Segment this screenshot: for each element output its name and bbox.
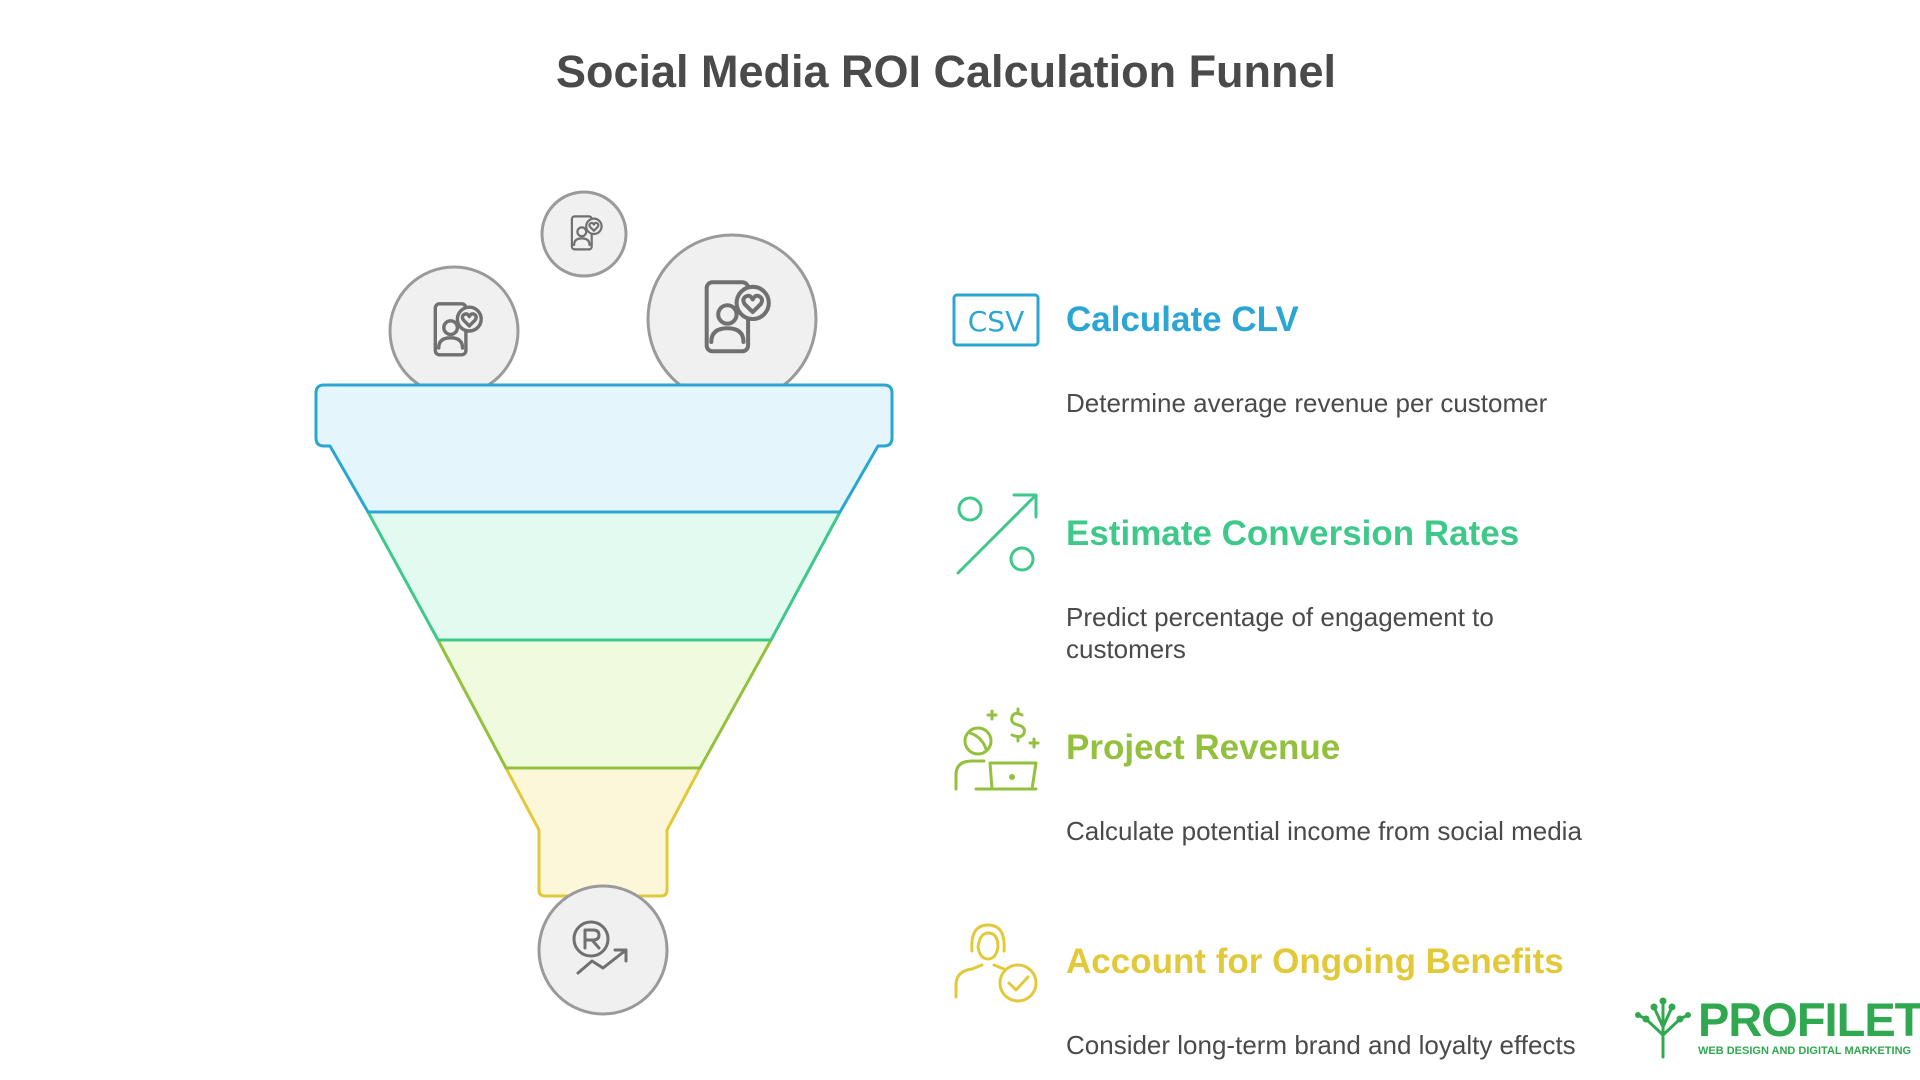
step-description: Predict percentage of engagement to cust… <box>1066 602 1494 664</box>
input-icon-large <box>646 233 818 405</box>
funnel-layer-2 <box>366 510 842 642</box>
profiletree-logo: PROFILETREE WEB DESIGN AND DIGITAL MARKE… <box>1634 995 1920 1060</box>
input-icon-medium <box>388 265 520 397</box>
logo-tagline: WEB DESIGN AND DIGITAL MARKETING <box>1698 1045 1912 1057</box>
step-description: Determine average revenue per customer <box>1066 388 1548 418</box>
revenue-person-laptop-icon <box>954 707 1040 791</box>
csv-file-icon: CSV <box>952 293 1040 347</box>
step-heading: Estimate Conversion Rates <box>1066 514 1520 553</box>
funnel-layer-4 <box>504 766 702 898</box>
phone-heart-icon <box>704 280 771 354</box>
percent-icon <box>956 493 1038 575</box>
diagram-title: Social Media ROI Calculation Funnel <box>555 46 1337 97</box>
phone-heart-icon <box>570 215 603 251</box>
funnel-layer-1 <box>314 383 894 514</box>
step-description: Consider long-term brand and loyalty eff… <box>1066 1030 1576 1060</box>
funnel-layer-3 <box>436 638 773 770</box>
step-heading: Calculate CLV <box>1066 300 1299 339</box>
step-description: Calculate potential income from social m… <box>1066 816 1582 846</box>
input-icon-small <box>540 190 628 278</box>
logo-name: PROFILETREE <box>1698 993 1920 1046</box>
person-check-icon <box>954 923 1038 1003</box>
step-heading: Project Revenue <box>1066 728 1341 767</box>
csv-label: CSV <box>968 305 1024 338</box>
output-icon <box>537 884 669 1016</box>
phone-heart-icon <box>433 302 483 357</box>
step-heading: Account for Ongoing Benefits <box>1066 942 1564 981</box>
tree-logo-icon <box>1635 997 1691 1059</box>
registered-growth-icon <box>572 920 628 975</box>
